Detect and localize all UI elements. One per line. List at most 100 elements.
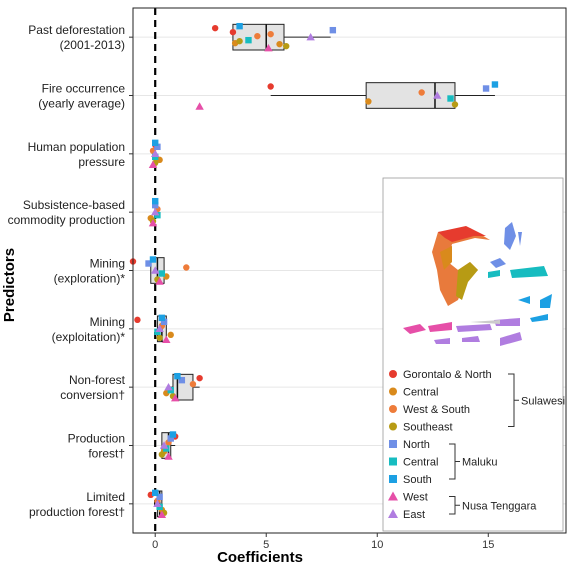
data-point	[169, 431, 177, 438]
y-tick-label: Fire occurrence	[42, 82, 126, 96]
x-tick-label: 15	[482, 539, 494, 551]
data-point	[158, 314, 166, 322]
data-point	[276, 40, 283, 48]
data-point	[178, 376, 186, 384]
data-point	[148, 160, 158, 169]
legend-label: Gorontalo & North	[403, 369, 492, 381]
x-tick-label: 0	[152, 539, 158, 551]
legend-panel: Gorontalo & North Central West & South Sout…	[382, 177, 565, 532]
data-point	[149, 256, 157, 263]
y-tick-label: (yearly average)	[38, 97, 125, 111]
data-point	[195, 102, 204, 110]
data-point	[196, 374, 203, 382]
data-point	[211, 24, 219, 32]
legend-marker	[388, 509, 398, 518]
data-point	[236, 37, 243, 45]
data-point	[167, 331, 174, 339]
data-point	[174, 372, 181, 380]
y-tick-label: Non-forest	[69, 373, 126, 387]
data-point	[236, 22, 243, 30]
legend-group-label: Nusa Tenggara	[462, 500, 537, 512]
data-point	[152, 139, 159, 147]
y-tick-label: production forest†	[29, 505, 125, 519]
gridlines	[133, 36, 566, 505]
data-point	[151, 266, 160, 274]
legend-marker	[388, 491, 398, 501]
data-point	[154, 143, 161, 151]
legend-label: Central	[403, 457, 438, 469]
data-point	[151, 149, 160, 158]
y-tick-label: Mining	[90, 315, 125, 329]
x-tick-label: 10	[371, 539, 383, 551]
y-tick-label: pressure	[78, 155, 125, 169]
data-point	[451, 101, 459, 108]
data-point	[159, 441, 169, 449]
y-tick-label: commodity production	[8, 213, 125, 227]
data-point	[418, 89, 425, 96]
data-point	[170, 393, 180, 402]
data-point	[153, 499, 162, 508]
data-point	[164, 452, 173, 460]
y-tick-label: Past deforestation	[28, 23, 125, 37]
data-point	[148, 218, 158, 227]
y-tick-label: Limited	[86, 490, 125, 504]
data-point	[254, 32, 261, 40]
data-point	[183, 264, 190, 271]
data-point	[157, 510, 167, 519]
data-point	[447, 95, 454, 102]
data-point	[158, 270, 166, 277]
legend-label: East	[403, 509, 425, 521]
data-point	[151, 207, 160, 216]
legend-group-label: Sulawesi	[521, 395, 565, 407]
data-point	[145, 260, 152, 267]
data-point	[189, 380, 197, 388]
data-point	[152, 201, 159, 209]
y-tick-label: forest†	[88, 447, 125, 461]
data-point	[283, 42, 290, 50]
indonesia-map-image	[403, 222, 552, 346]
legend-label: Southeast	[403, 422, 453, 434]
data-point	[245, 36, 252, 44]
legend-label: Central	[403, 387, 438, 399]
legend-label: West & South	[403, 404, 470, 416]
data-point	[155, 277, 164, 285]
legend-label: West	[403, 492, 428, 504]
legend-label: South	[403, 474, 432, 486]
legend-marker	[389, 370, 397, 378]
x-tick-labels: 0 5 10 15	[152, 533, 494, 551]
legend: Gorontalo & North Central West & South Sout…	[388, 369, 565, 521]
data-point	[329, 26, 337, 34]
box	[365, 82, 456, 109]
data-point	[491, 81, 499, 88]
data-point	[433, 91, 442, 99]
legend-marker	[389, 440, 397, 448]
y-tick-label: conversion†	[60, 388, 125, 402]
y-tick-label: Mining	[90, 257, 125, 271]
legend-marker	[389, 457, 397, 466]
y-tick-labels: Past deforestation(2001-2013) Fire occurr…	[8, 23, 133, 519]
data-point	[156, 493, 163, 501]
legend-label: North	[403, 439, 430, 451]
data-point	[267, 83, 274, 90]
data-point	[158, 451, 166, 458]
data-point	[306, 32, 315, 41]
data-point	[155, 324, 164, 333]
legend-marker	[389, 387, 397, 396]
data-point	[134, 316, 141, 324]
x-tick-label: 5	[263, 539, 269, 551]
legend-group-label: Maluku	[462, 457, 497, 469]
data-point	[229, 28, 237, 36]
data-point	[156, 334, 163, 342]
y-tick-label: Subsistence-based	[23, 198, 125, 212]
y-tick-label: (exploration)*	[54, 272, 126, 286]
y-tick-label: Human population	[28, 140, 125, 154]
data-point	[365, 98, 372, 105]
y-tick-label: (exploitation)*	[52, 330, 126, 344]
data-point	[267, 30, 274, 38]
data-point	[164, 382, 173, 391]
x-axis-label: Coefficients	[217, 549, 303, 566]
data-point	[167, 435, 174, 442]
y-tick-label: (2001-2013)	[60, 38, 125, 52]
data-point	[152, 197, 159, 205]
